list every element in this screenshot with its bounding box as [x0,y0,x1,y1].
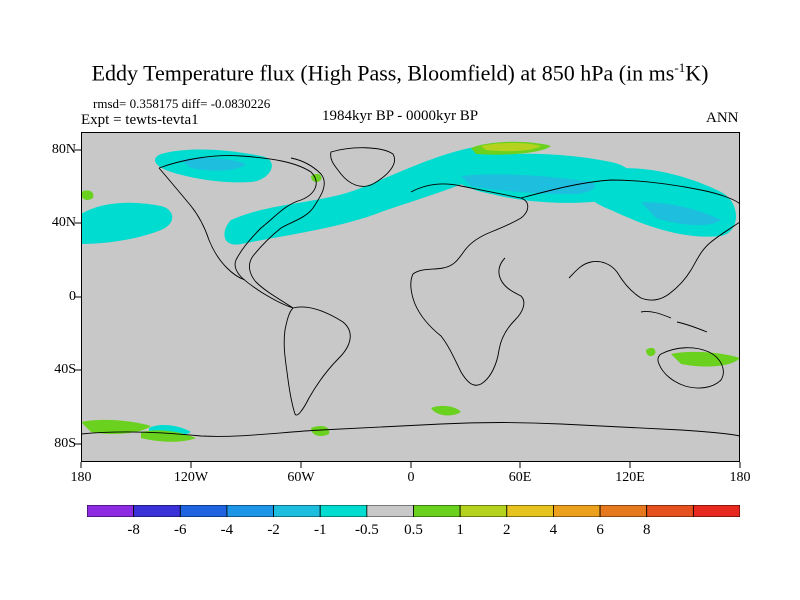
north-pacific-band [81,202,173,244]
y-tick-label: 80S [54,436,76,451]
colorbar-label: -6 [174,522,187,538]
colorbar-label: -4 [220,522,234,538]
colorbar-label: 4 [549,522,558,538]
colorbar-swatch [366,505,414,517]
europe-africa-coast [410,183,529,386]
colorbar-swatch [599,505,648,517]
x-tick-label: 180 [70,470,92,485]
season-label: ANN [706,110,739,126]
x-tick-label: 60E [508,470,532,485]
x-tick-label: 120W [173,470,209,485]
colorbar-label: -2 [267,522,280,538]
greenland [330,147,395,187]
y-tick-label: 0 [69,289,76,304]
map-title: Eddy Temperature flux (High Pass, Bloomf… [0,60,800,86]
north-america-west [158,167,246,281]
y-tick-label: 80N [51,142,76,157]
colorbar-label: 1 [456,522,464,538]
colorbar-swatch [553,505,601,517]
map-frame [81,132,740,462]
y-tick-label: 40S [54,362,76,377]
y-tick-label: 40N [51,215,76,230]
positive-anomaly-strong [481,143,541,152]
colorbar-swatch [273,505,321,517]
north-america-coast [158,155,325,309]
colorbar-swatch [133,505,181,517]
title-unit-end: K) [685,60,709,86]
colorbar-label: -0.5 [354,522,379,538]
colorbar-swatch [413,505,461,517]
colorbar-label: -8 [127,522,140,538]
x-tick-label: 60W [287,470,315,485]
north-atlantic-band [224,145,505,245]
diff-label: diff= [181,96,208,111]
antarctica [81,422,740,437]
x-tick-label: 180 [729,470,751,485]
axis-ticks [75,149,741,468]
world-map [81,132,740,462]
colorbar-swatch [646,505,694,517]
colorbar-swatch [179,505,228,517]
x-tick-label: 0 [407,470,415,485]
colorbar-swatch [319,505,368,517]
rmsd-value: 0.358175 [129,96,179,111]
colorbar-label: 2 [503,522,511,538]
negative-anomaly-deeper [181,157,721,226]
colorbar-swatch [226,505,274,517]
x-tick-label: 120E [615,470,645,485]
colorbar-swatch [87,505,135,517]
colorbar-swatch [506,505,554,517]
colorbar-swatch [692,505,740,517]
colorbar [87,505,740,517]
colorbar-label: -1 [313,522,327,538]
south-america-coast [283,306,351,416]
indonesia [640,311,708,333]
australia [657,347,724,389]
colorbar-label: 6 [596,522,604,538]
asia-coast [520,179,740,301]
rmsd-label: rmsd= [93,96,127,111]
period-label: 1984kyr BP - 0000kyr BP [322,108,479,124]
colorbar-label: 8 [642,522,651,538]
title-text: Eddy Temperature flux (High Pass, Bloomf… [91,60,675,86]
title-superscript: -1 [674,60,686,75]
stats-line: rmsd= 0.358175 diff= -0.0830226 [93,96,270,112]
colorbar-label: 0.5 [404,522,423,538]
experiment-label: Expt = tewts-tevta1 [81,112,199,128]
colorbar-swatch [459,505,508,517]
coastlines [81,147,740,437]
diff-value: -0.0830226 [210,96,271,111]
